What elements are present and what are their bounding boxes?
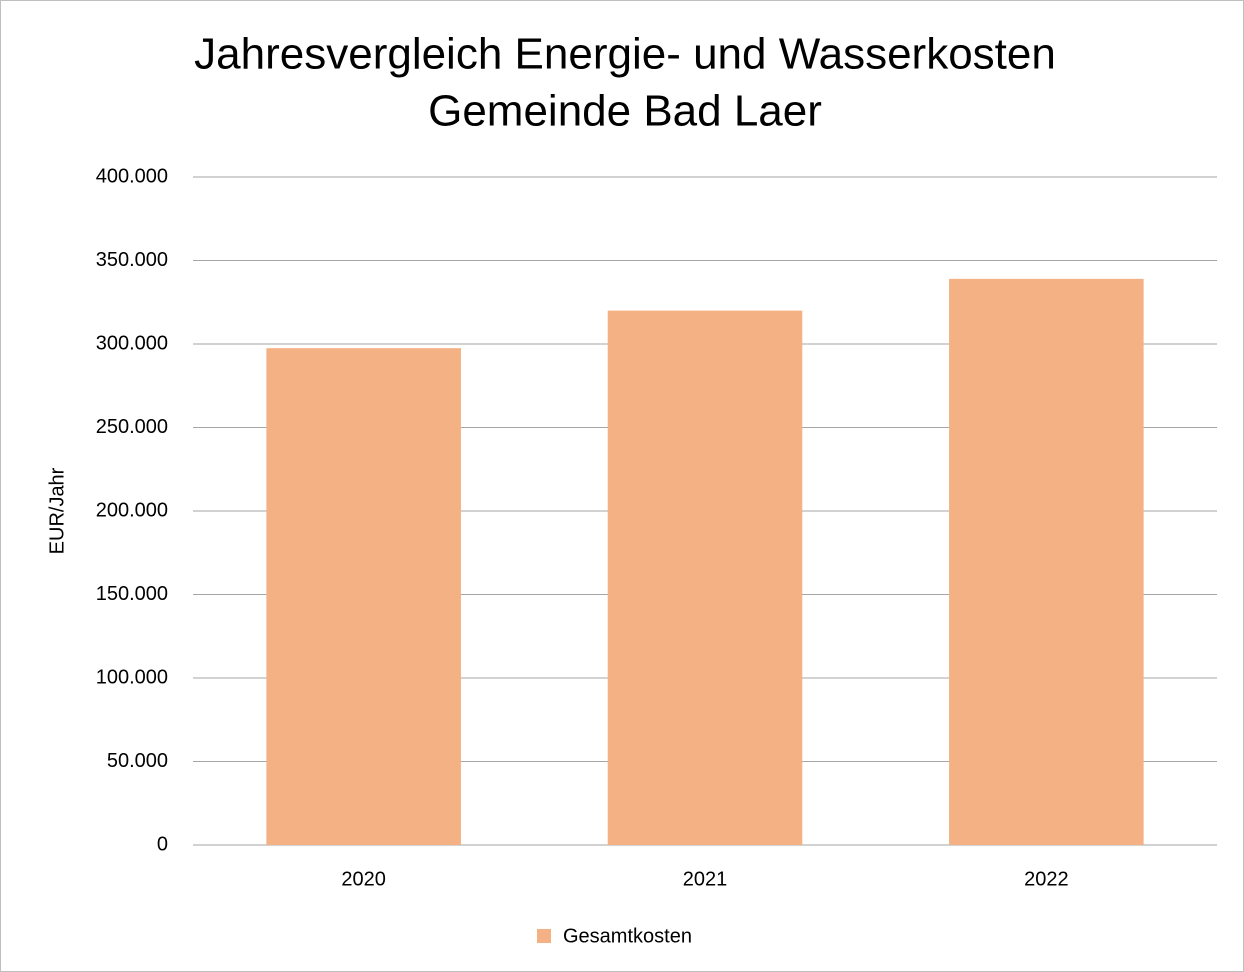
y-axis-label: EUR/Jahr [46,467,68,554]
x-tick-label: 2020 [341,868,386,890]
y-tick-label: 0 [157,833,168,855]
y-tick-label: 250.000 [96,416,168,438]
y-tick-label: 350.000 [96,249,168,271]
chart-title: Gemeinde Bad Laer [428,87,822,136]
bar [266,348,461,845]
y-tick-label: 150.000 [96,583,168,605]
y-tick-label: 100.000 [96,666,168,688]
y-tick-label: 50.000 [107,750,168,772]
y-tick-label: 200.000 [96,499,168,521]
y-tick-label: 400.000 [96,165,168,187]
chart-title: Jahresvergleich Energie- und Wasserkoste… [194,30,1056,79]
legend-swatch [537,929,551,943]
bar [949,278,1144,845]
legend-label: Gesamtkosten [563,925,692,947]
x-tick-label: 2022 [1024,868,1069,890]
bar [607,310,803,846]
x-tick-label: 2021 [683,868,728,890]
y-tick-label: 300.000 [96,332,168,354]
